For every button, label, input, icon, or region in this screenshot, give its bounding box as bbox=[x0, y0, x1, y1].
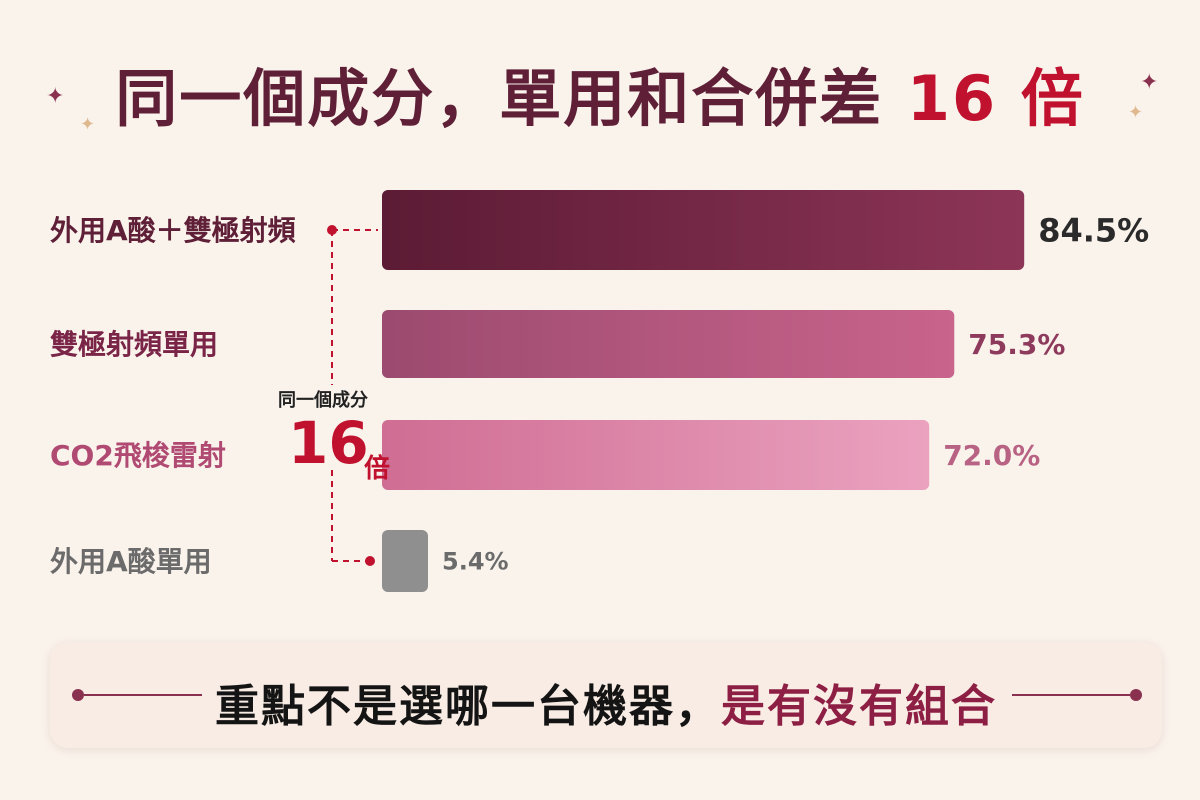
footer-dot-right bbox=[1130, 689, 1142, 701]
value-label-4: 5.4% bbox=[442, 548, 509, 576]
bar-4 bbox=[382, 530, 428, 592]
annotation-number: 16 bbox=[288, 409, 369, 477]
annotation-unit: 倍 bbox=[364, 454, 391, 484]
sparkle-icon: ✦ bbox=[80, 114, 96, 135]
footer-line-right bbox=[1012, 694, 1130, 696]
bar-3 bbox=[382, 420, 930, 490]
annotation-label: 同一個成分 bbox=[278, 390, 368, 411]
bar-2 bbox=[382, 310, 955, 378]
footer-line-left bbox=[84, 694, 202, 696]
connector-dot-bottom bbox=[365, 556, 375, 566]
category-label-1: 外用A酸＋雙極射頻 bbox=[50, 214, 296, 247]
bar-1 bbox=[382, 190, 1025, 270]
connector-dot-top bbox=[327, 225, 337, 235]
title-accent: 16 倍 bbox=[906, 62, 1085, 135]
comparison-connector bbox=[327, 225, 378, 566]
category-label-4: 外用A酸單用 bbox=[50, 545, 212, 578]
value-label-2: 75.3% bbox=[968, 328, 1065, 361]
sparkle-icon: ✦ bbox=[46, 84, 65, 109]
value-label-1: 84.5% bbox=[1038, 212, 1149, 250]
footer-accent: 是有沒有組合 bbox=[721, 681, 997, 732]
footer-text: 重點不是選哪一台機器，是有沒有組合 bbox=[50, 670, 1162, 734]
category-label-3: CO2飛梭雷射 bbox=[50, 439, 226, 472]
value-label-3: 72.0% bbox=[943, 439, 1040, 472]
footer-dot-left bbox=[72, 689, 84, 701]
category-label-2: 雙極射頻單用 bbox=[50, 328, 218, 361]
page-title: 同一個成分，單用和合併差 16 倍 bbox=[0, 48, 1200, 138]
title-main: 同一個成分，單用和合併差 bbox=[115, 62, 884, 135]
sparkle-icon: ✦ bbox=[1128, 102, 1144, 123]
sparkle-icon: ✦ bbox=[1140, 70, 1159, 95]
footer-banner: 重點不是選哪一台機器，是有沒有組合 bbox=[50, 642, 1162, 748]
bar-chart: 外用A酸＋雙極射頻 84.5% 雙極射頻單用 75.3% CO2飛梭雷射 72.0% 外用A… bbox=[50, 190, 1149, 592]
footer-main: 重點不是選哪一台機器， bbox=[215, 681, 721, 732]
